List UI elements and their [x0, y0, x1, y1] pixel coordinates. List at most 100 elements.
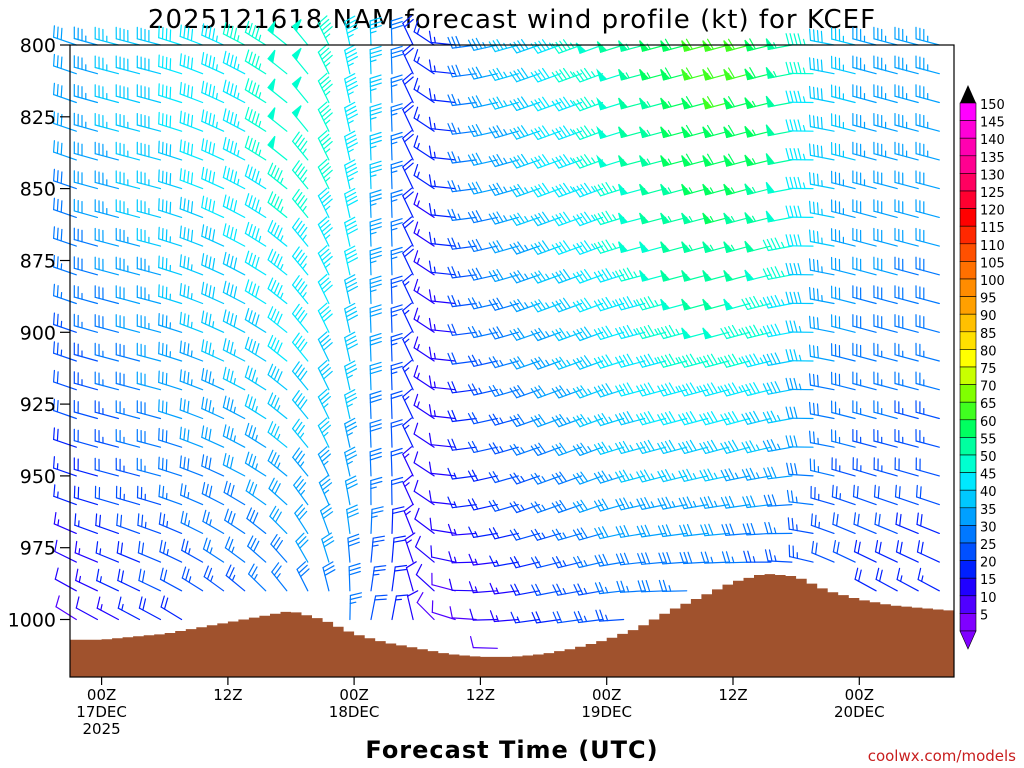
- barb-full: [348, 541, 360, 547]
- barb-full: [475, 238, 483, 251]
- barb-full: [319, 306, 330, 315]
- barb-full: [785, 320, 790, 333]
- barb-full: [56, 141, 59, 154]
- barb-full: [161, 199, 164, 212]
- barb-half: [802, 38, 806, 46]
- barb-half: [457, 242, 461, 249]
- wind-barb: [344, 245, 358, 276]
- barb-full: [183, 54, 186, 68]
- barb-full: [183, 484, 187, 498]
- barb-half: [370, 231, 377, 235]
- barb-full: [728, 495, 735, 508]
- barb-full: [639, 327, 647, 338]
- barb-full: [762, 268, 769, 280]
- wind-barb: [787, 517, 814, 535]
- barb-half: [237, 63, 240, 71]
- colorbar-label: 60: [980, 415, 997, 430]
- barb-full: [229, 140, 234, 154]
- barb-full: [492, 298, 500, 310]
- barb-full: [346, 257, 358, 264]
- barb-full: [789, 205, 794, 218]
- barb-full: [576, 472, 585, 484]
- barb-full: [793, 291, 798, 304]
- barb-full: [615, 414, 623, 426]
- barb-full: [346, 113, 358, 121]
- wind-barb: [874, 512, 898, 535]
- barb-half: [796, 524, 798, 532]
- barb-half: [751, 129, 757, 136]
- barb-full: [534, 185, 543, 197]
- barb-full: [451, 65, 457, 77]
- barb-full: [749, 354, 757, 366]
- wind-barb: [852, 342, 877, 362]
- wind-barb: [179, 168, 204, 190]
- barb-full: [475, 123, 483, 136]
- barb-full: [202, 509, 207, 523]
- barb-full: [248, 310, 253, 323]
- barb-full: [538, 184, 547, 195]
- wind-barb: [52, 111, 77, 132]
- barb-full: [678, 497, 685, 510]
- barb-full: [204, 455, 208, 469]
- barb-full: [229, 25, 234, 39]
- barb-half: [734, 472, 739, 479]
- wind-barb: [765, 95, 793, 108]
- wind-barb: [467, 326, 498, 339]
- barb-half: [258, 92, 262, 99]
- wind-barb: [291, 47, 309, 75]
- barb-half: [433, 94, 436, 102]
- barb-full: [808, 85, 812, 99]
- barb-full: [294, 335, 303, 347]
- wind-barb: [292, 390, 309, 420]
- barb-flag: [681, 155, 692, 167]
- barb-full: [402, 417, 413, 427]
- barb-full: [52, 456, 56, 469]
- barb-half: [370, 203, 377, 206]
- barb-full: [615, 526, 622, 538]
- barb-full: [597, 299, 606, 311]
- barb-flag: [267, 49, 276, 64]
- wind-barb: [244, 422, 267, 448]
- barb-full: [345, 195, 358, 203]
- barb-full: [808, 114, 812, 128]
- barb-full: [762, 383, 769, 395]
- wind-barb: [402, 101, 414, 132]
- barb-full: [322, 482, 333, 491]
- barb-full: [530, 474, 539, 485]
- wind-barb: [744, 212, 772, 224]
- barb-full: [244, 193, 250, 206]
- wind-barb: [115, 371, 141, 391]
- wind-barb: [158, 25, 183, 46]
- barb-full: [276, 256, 283, 268]
- wind-barb: [201, 195, 225, 218]
- barb-full: [492, 97, 500, 109]
- barb-half: [688, 187, 693, 194]
- barb-full: [538, 97, 547, 109]
- barb-full: [391, 480, 404, 486]
- barb-full: [763, 494, 769, 507]
- barb-full: [580, 299, 589, 310]
- barb-full: [753, 410, 760, 422]
- barb-full: [141, 514, 144, 528]
- barb-full: [551, 71, 560, 83]
- barb-half: [710, 556, 714, 564]
- wind-barb: [551, 528, 583, 541]
- barb-full: [496, 67, 504, 79]
- barb-full: [165, 143, 168, 156]
- barb-full: [639, 384, 647, 396]
- barb-full: [212, 286, 216, 300]
- barb-full: [720, 442, 728, 454]
- barb-full: [660, 384, 669, 396]
- barb-full: [369, 49, 382, 55]
- barb-full: [597, 471, 606, 483]
- barb-full: [492, 356, 500, 368]
- wind-barb: [52, 283, 77, 305]
- wind-barb: [344, 73, 358, 104]
- barb-full: [165, 430, 168, 443]
- barb-full: [797, 33, 802, 46]
- wind-barb: [292, 418, 309, 448]
- barb-full: [725, 551, 731, 564]
- wind-barb: [348, 562, 361, 592]
- barb-full: [344, 188, 356, 195]
- wind-barb: [699, 468, 730, 482]
